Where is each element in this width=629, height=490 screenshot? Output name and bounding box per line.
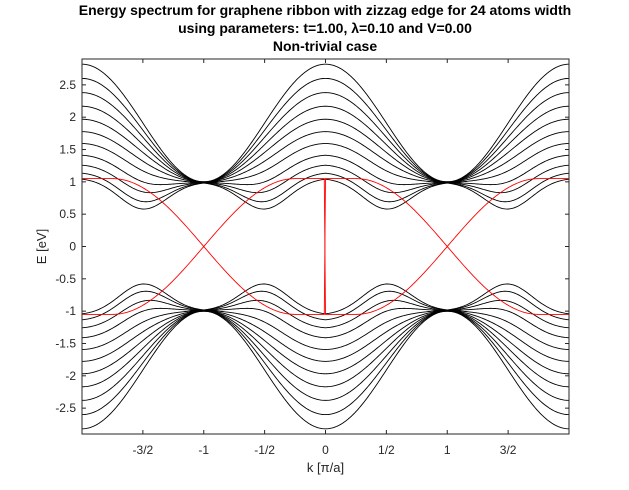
bulk-band-negative [82, 310, 569, 430]
chart-title-line-1: Energy spectrum for graphene ribbon with… [79, 2, 571, 18]
chart-title-line-3: Non-trivial case [273, 38, 377, 54]
bulk-band-positive [82, 164, 569, 194]
x-tick-label: -1/2 [254, 443, 275, 457]
x-tick-label: 3/2 [500, 443, 517, 457]
bulk-band-negative [82, 310, 569, 351]
bulk-band-positive [82, 105, 569, 183]
y-tick-label: 2.5 [59, 78, 76, 92]
bulk-band-positive [82, 131, 569, 183]
bulk-band-negative [82, 310, 569, 388]
bulk-band-negative [82, 310, 569, 416]
y-tick-label: -0.5 [55, 272, 76, 286]
chart-title-line-2: using parameters: t=1.00, λ=0.10 and V=0… [178, 20, 472, 36]
y-tick-label: -2 [65, 369, 76, 383]
y-tick-label: 2 [69, 110, 76, 124]
x-axis-label: k [π/a] [307, 460, 344, 475]
bulk-band-positive [82, 142, 569, 183]
bulk-band-negative [82, 310, 569, 401]
y-tick-label: -1 [65, 304, 76, 318]
y-tick-label: 0 [69, 240, 76, 254]
bulk-band-negative [82, 307, 569, 339]
tick-layer: -3/2 -1 -1/2 0 1/2 1 3/2 2.5 2 1.5 1 0.5 0 -0.5 -1 -1.5… [55, 59, 569, 457]
x-tick-label: -3/2 [133, 443, 154, 457]
x-tick-label: 1/2 [378, 443, 395, 457]
bulk-band-positive [82, 92, 569, 183]
bulk-band-positive [82, 118, 569, 183]
bulk-band-negative [82, 310, 569, 375]
bulk-band-negative [82, 299, 569, 329]
edge-state-branch-b [82, 178, 569, 315]
y-axis-label: E [eV] [34, 229, 49, 264]
plot-area [82, 59, 569, 434]
y-tick-label: -2.5 [55, 401, 76, 415]
y-tick-label: 1.5 [59, 143, 76, 157]
bulk-band-positive [82, 172, 569, 203]
bulk-band-positive [82, 77, 569, 183]
y-tick-label: -1.5 [55, 336, 76, 350]
x-tick-label: 0 [322, 443, 329, 457]
bulk-band-positive [82, 63, 569, 183]
bulk-band-positive [82, 154, 569, 186]
edge-state-branch-a [82, 178, 569, 315]
series-layer [82, 63, 569, 430]
x-tick-label: -1 [198, 443, 209, 457]
y-tick-label: 0.5 [59, 207, 76, 221]
x-tick-label: 1 [444, 443, 451, 457]
bulk-band-negative [82, 310, 569, 362]
bulk-band-negative [82, 290, 569, 321]
axes-box [81, 58, 570, 435]
y-tick-label: 1 [69, 175, 76, 189]
